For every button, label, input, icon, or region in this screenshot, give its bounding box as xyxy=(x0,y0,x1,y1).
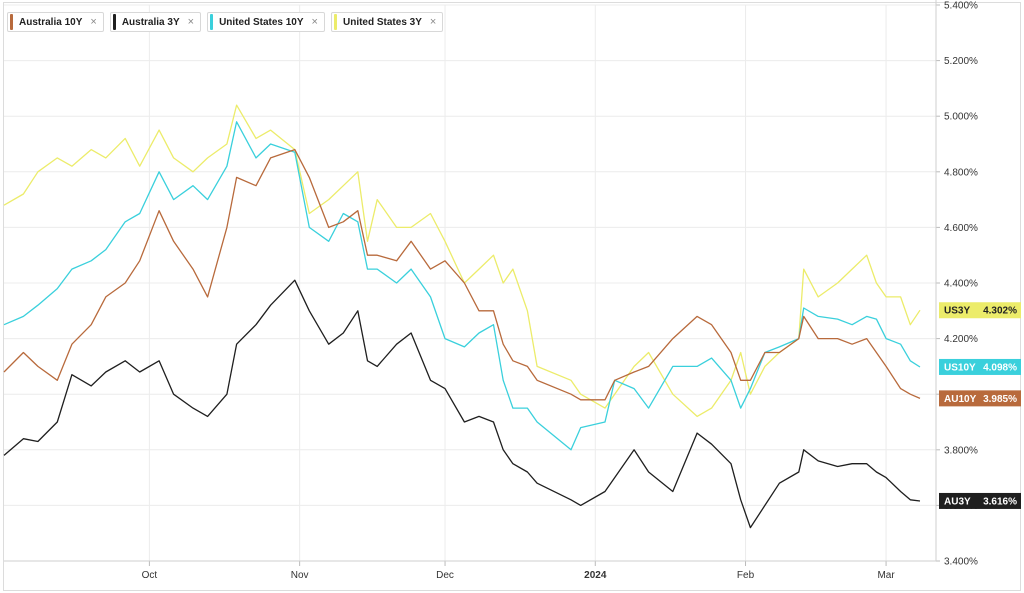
legend-chip-australia-10y[interactable]: Australia 10Y × xyxy=(7,12,104,32)
x-tick-label: Feb xyxy=(737,570,755,581)
legend-chip-australia-3y[interactable]: Australia 3Y × xyxy=(109,12,202,32)
close-icon[interactable]: × xyxy=(187,15,195,28)
value-badge-au10y: AU10Y 3.985% xyxy=(939,390,1021,407)
x-tick-label: Nov xyxy=(291,570,309,581)
y-tick-label: 5.000% xyxy=(944,112,978,123)
x-tick-label: 2024 xyxy=(584,570,607,581)
legend: Australia 10Y × Australia 3Y × United St… xyxy=(7,12,444,32)
series-line-au10y xyxy=(3,148,921,401)
legend-swatch xyxy=(10,14,13,30)
close-icon[interactable]: × xyxy=(311,15,318,28)
y-tick-label: 5.400% xyxy=(944,1,978,12)
badge-background xyxy=(939,390,1021,407)
badge-background xyxy=(939,492,1021,509)
chart-frame xyxy=(3,2,1021,591)
legend-swatch xyxy=(210,14,214,30)
value-badge-us3y: US3Y 4.302% xyxy=(939,302,1021,319)
y-tick-label: 4.600% xyxy=(944,223,978,234)
badge-last-value: 3.985% xyxy=(983,394,1017,405)
close-icon[interactable]: × xyxy=(90,15,97,28)
series-line-us10y xyxy=(3,121,921,451)
axes: 3.400%3.600%3.800%4.000%4.200%4.400%4.60… xyxy=(4,0,978,581)
series-line-us3y xyxy=(3,104,921,418)
y-tick-label: 5.200% xyxy=(944,56,978,67)
badge-series-code: AU3Y xyxy=(944,496,971,507)
y-tick-label: 3.800% xyxy=(944,445,978,456)
legend-swatch xyxy=(112,14,116,30)
badge-series-code: US10Y xyxy=(944,362,976,373)
legend-label: United States 3Y xyxy=(342,16,422,28)
y-tick-label: 4.400% xyxy=(944,279,978,290)
x-tick-label: Dec xyxy=(436,570,454,581)
badge-series-code: US3Y xyxy=(944,306,970,317)
x-tick-label: Oct xyxy=(142,570,158,581)
legend-swatch xyxy=(333,14,337,30)
y-tick-label: 4.800% xyxy=(944,167,978,178)
series-lines xyxy=(3,104,921,529)
value-badge-au3y: AU3Y 3.616% xyxy=(939,492,1021,509)
value-badge-us10y: US10Y 4.098% xyxy=(939,358,1021,375)
legend-label: Australia 10Y xyxy=(19,16,83,28)
grid-lines xyxy=(4,4,936,562)
legend-chip-united-states-3y[interactable]: United States 3Y × xyxy=(330,12,444,32)
legend-label: Australia 3Y xyxy=(121,16,180,28)
y-tick-label: 4.200% xyxy=(944,334,978,345)
legend-chip-united-states-10y[interactable]: United States 10Y × xyxy=(207,12,325,32)
badge-background xyxy=(939,302,1021,319)
badge-last-value: 4.302% xyxy=(983,306,1017,317)
badge-series-code: AU10Y xyxy=(944,394,977,405)
series-line-au3y xyxy=(3,279,921,529)
badge-last-value: 3.616% xyxy=(983,496,1017,507)
close-icon[interactable]: × xyxy=(429,15,437,28)
y-tick-label: 3.400% xyxy=(944,557,978,568)
x-tick-label: Mar xyxy=(877,570,895,581)
legend-label: United States 10Y xyxy=(219,16,304,28)
value-badges: US3Y 4.302% US10Y 4.098% AU10Y 3.985% AU3Y 3.61… xyxy=(939,302,1021,509)
badge-last-value: 4.098% xyxy=(983,362,1017,373)
badge-background xyxy=(939,358,1021,375)
